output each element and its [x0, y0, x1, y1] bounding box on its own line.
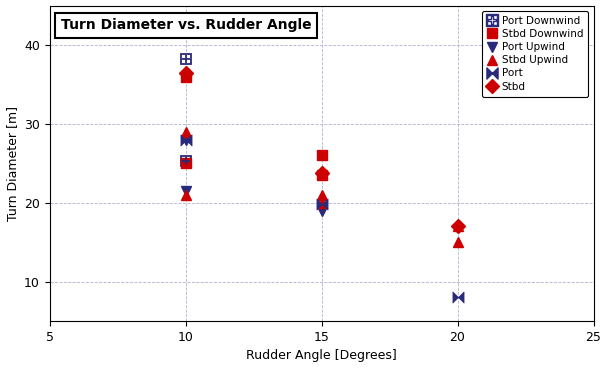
Y-axis label: Turn Diameter [m]: Turn Diameter [m]	[5, 106, 19, 221]
X-axis label: Rudder Angle [Degrees]: Rudder Angle [Degrees]	[246, 350, 397, 362]
Text: Turn Diameter vs. Rudder Angle: Turn Diameter vs. Rudder Angle	[61, 18, 311, 32]
Legend: Port Downwind, Stbd Downwind, Port Upwind, Stbd Upwind, Port, Stbd: Port Downwind, Stbd Downwind, Port Upwin…	[482, 11, 588, 97]
